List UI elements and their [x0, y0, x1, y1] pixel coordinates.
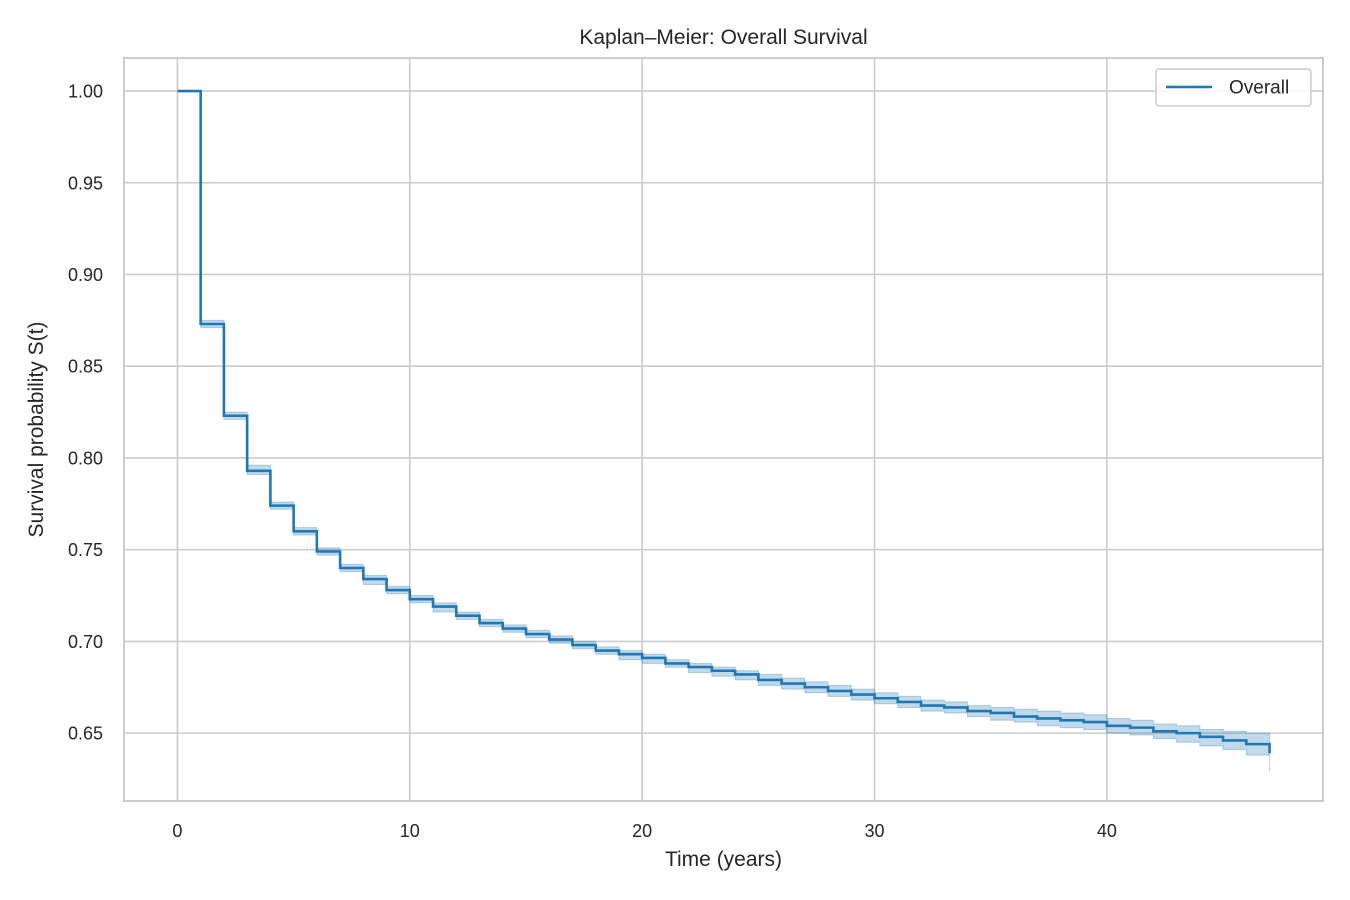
legend-label-overall: Overall: [1229, 78, 1289, 99]
grid-layer: [124, 58, 1323, 801]
x-tick-label: 0: [172, 821, 182, 841]
x-tick-label: 40: [1097, 821, 1117, 841]
y-tick-label: 0.95: [68, 173, 103, 193]
series-line-overall: [177, 89, 1271, 754]
x-axis-label: Time (years): [665, 848, 782, 871]
chart-title: Kaplan–Meier: Overall Survival: [579, 26, 867, 49]
legend-box: [1155, 68, 1312, 107]
legend: Overall: [1155, 68, 1312, 107]
y-tick-label: 0.85: [68, 357, 103, 377]
y-tick-labels: 0.65 0.70 0.75 0.80 0.85 0.90 0.95 1.00: [68, 82, 103, 744]
x-tick-label: 20: [632, 821, 652, 841]
y-tick-label: 1.00: [68, 82, 103, 102]
x-tick-labels: 0 10 20 30 40: [172, 821, 1116, 841]
y-tick-label: 0.75: [68, 540, 103, 560]
x-tick-label: 30: [865, 821, 885, 841]
y-tick-label: 0.80: [68, 448, 103, 468]
y-tick-label: 0.65: [68, 724, 103, 744]
series-line-layer: [177, 89, 1271, 754]
plot-frame: [123, 57, 1324, 802]
y-axis-label: Survival probability S(t): [25, 322, 48, 538]
x-tick-label: 10: [400, 821, 420, 841]
y-tick-label: 0.90: [68, 265, 103, 285]
y-tick-label: 0.70: [68, 632, 103, 652]
